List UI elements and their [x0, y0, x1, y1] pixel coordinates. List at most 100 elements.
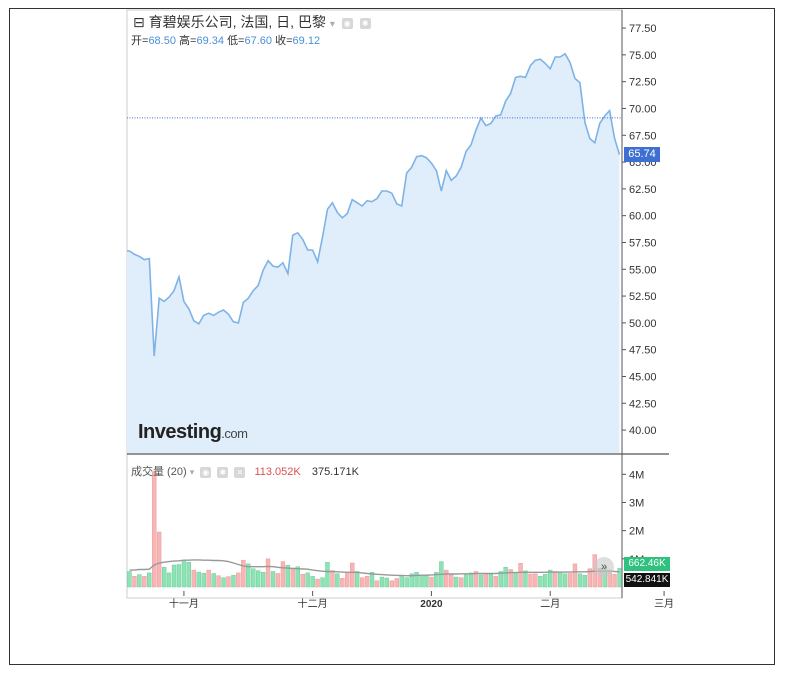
chevron-down-icon[interactable]: ▾: [189, 467, 195, 477]
volume-bar: [161, 567, 167, 588]
volume-bar: [345, 572, 350, 588]
volume-bar: [528, 573, 533, 588]
volume-bar: [255, 570, 261, 588]
volume-axis-label: 4M: [629, 469, 644, 481]
volume-bar: [503, 567, 508, 588]
volume-bar: [533, 573, 538, 588]
open-label: 开=: [131, 35, 149, 47]
close-icon[interactable]: ✕: [234, 466, 246, 478]
volume-bar: [241, 559, 246, 588]
volume-bar: [320, 577, 325, 588]
volume-bar: [562, 573, 568, 588]
price-axis-label: 70.00: [629, 103, 657, 115]
close-label: 收=: [275, 35, 293, 47]
price-area: [127, 53, 620, 454]
volume-bar: [221, 577, 226, 588]
volume-bar: [265, 558, 271, 588]
volume-bar: [270, 571, 276, 588]
volume-bar: [394, 578, 399, 588]
volume-bar: [236, 572, 241, 588]
open-value: 68.50: [148, 35, 176, 47]
volume-current-tag: 662.46K: [624, 557, 670, 571]
volume-bar: [275, 573, 281, 588]
volume-bar: [369, 572, 375, 588]
volume-bar: [137, 574, 142, 588]
volume-header: 成交量 (20) ▾ ◉ ✱ ✕ 113.052K 375.171K: [131, 463, 359, 479]
volume-bar: [399, 575, 404, 588]
volume-bar: [567, 573, 573, 588]
gear-icon[interactable]: ✱: [359, 17, 371, 29]
volume-bar: [384, 577, 390, 588]
price-axis-label: 67.50: [629, 130, 657, 142]
volume-bar: [493, 576, 498, 588]
volume-bar: [340, 578, 345, 588]
chart-header: ⊟ 育碧娱乐公司, 法国, 日, 巴黎 ▾ ◉ ✱: [133, 12, 371, 32]
volume-bar: [295, 566, 300, 588]
price-axis-label: 77.50: [629, 23, 657, 35]
volume-bar: [260, 572, 266, 588]
high-label: 高=: [179, 35, 197, 47]
volume-bar: [389, 580, 395, 588]
ohlc-readout: 开=68.50 高=69.34 低=67.60 收=69.12: [131, 32, 320, 48]
volume-bar: [330, 570, 335, 588]
volume-bar: [404, 577, 409, 588]
last-price-tag: 65.74: [624, 147, 660, 162]
volume-bar: [246, 563, 251, 588]
volume-bar: [166, 572, 172, 588]
low-label: 低=: [227, 35, 245, 47]
eye-icon[interactable]: ◉: [200, 466, 212, 478]
volume-bar: [518, 563, 523, 588]
volume-bar: [587, 568, 593, 588]
volume-bar: [315, 578, 320, 588]
volume-bar: [290, 567, 296, 588]
high-value: 69.34: [196, 35, 224, 47]
volume-bar: [285, 565, 291, 588]
volume-bar: [181, 559, 187, 588]
price-axis-label: 62.50: [629, 184, 657, 196]
volume-bar: [379, 576, 385, 588]
volume-bar: [473, 571, 479, 588]
volume-bar: [582, 574, 588, 588]
volume-bar: [572, 563, 578, 588]
price-axis-label: 42.50: [629, 398, 657, 410]
chevron-down-icon[interactable]: ▾: [329, 19, 335, 30]
price-line: [127, 52, 621, 357]
gear-icon[interactable]: ✱: [217, 466, 229, 478]
volume-bar: [152, 471, 157, 588]
volume-ma-tag: 542.841K: [624, 573, 670, 587]
collapse-icon[interactable]: ⊟: [133, 14, 145, 30]
volume-bar: [280, 561, 286, 588]
time-axis-label: 三月: [654, 598, 674, 610]
volume-bar: [449, 574, 454, 588]
volume-bar: [354, 571, 360, 588]
volume-bar: [364, 576, 370, 588]
time-axis-label: 十一月: [169, 597, 199, 610]
volume-bar: [577, 573, 583, 588]
volume-bar: [226, 576, 231, 588]
volume-bar: [458, 577, 464, 588]
price-axis-label: 72.50: [629, 77, 657, 89]
volume-total-value: 375.171K: [311, 466, 359, 478]
volume-axis-label: 3M: [629, 497, 644, 509]
volume-bar: [557, 572, 563, 588]
volume-bar: [483, 572, 489, 588]
volume-bar: [176, 564, 182, 588]
volume-bar: [612, 574, 617, 588]
price-axis-label: 75.00: [629, 50, 657, 62]
logo-suffix: .com: [221, 426, 248, 441]
volume-bar: [206, 569, 211, 588]
price-axis-label: 60.00: [629, 211, 657, 223]
time-axis-label: 二月: [540, 598, 560, 610]
eye-icon[interactable]: ◉: [341, 17, 353, 29]
volume-bar: [508, 569, 513, 588]
volume-bar: [523, 570, 528, 588]
volume-bar: [211, 573, 216, 588]
volume-bar: [186, 561, 192, 588]
volume-bar: [374, 580, 380, 588]
volume-bar: [191, 569, 197, 588]
price-axis-label: 52.50: [629, 291, 657, 303]
volume-bar: [409, 573, 414, 588]
scroll-forward-button[interactable]: »: [594, 557, 614, 577]
